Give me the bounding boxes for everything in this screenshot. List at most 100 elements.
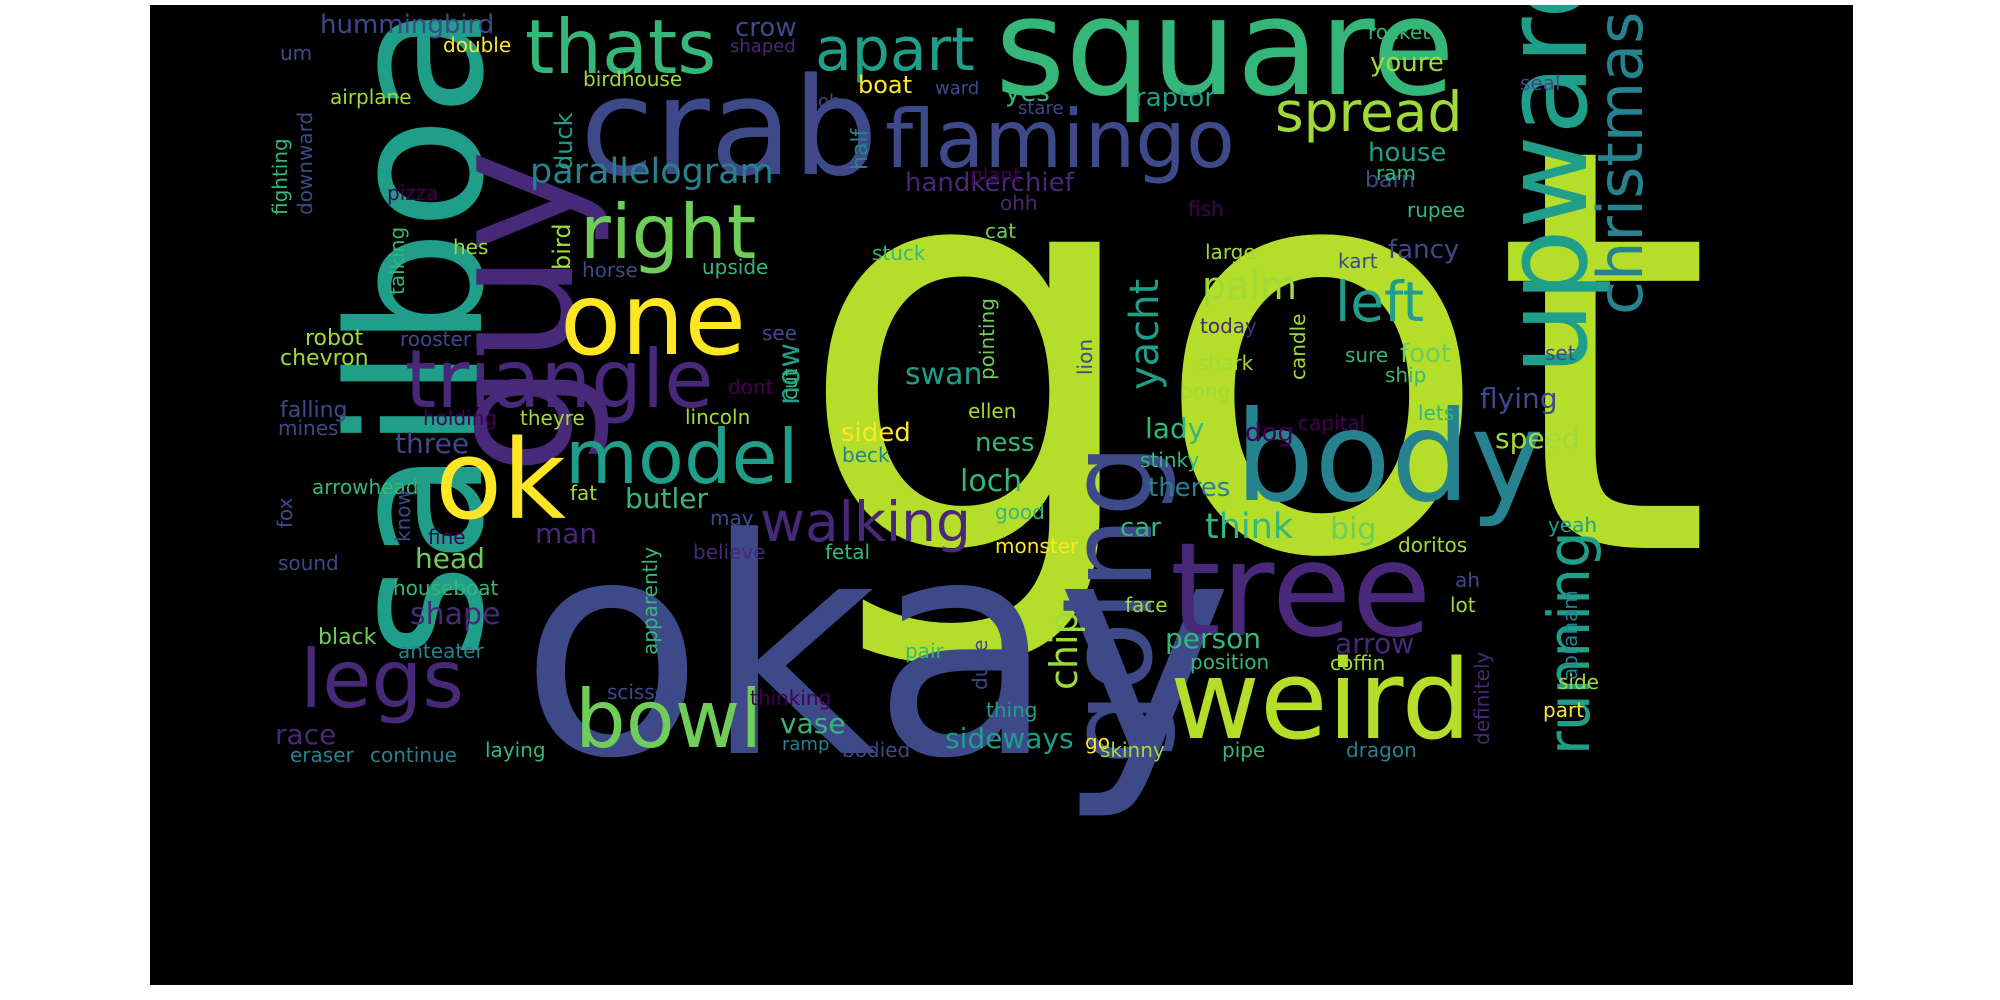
word-stare: stare	[1018, 98, 1064, 119]
word-shape: shape	[410, 597, 501, 632]
word-flamingo: flamingo	[885, 93, 1235, 186]
word-theres: theres	[1148, 473, 1231, 503]
word-sided: sided	[841, 418, 911, 448]
word-may: may	[710, 506, 754, 530]
word-today: today	[1200, 314, 1257, 338]
word-side: side	[1558, 670, 1599, 694]
word-speed: speed	[1495, 422, 1580, 455]
word-cloud: got okay sailboat guy square crab tree body weir…	[150, 5, 1853, 985]
word-oh: oh	[818, 91, 841, 112]
word-candle: candle	[1286, 313, 1310, 380]
word-ellen: ellen	[968, 399, 1017, 423]
word-black: black	[318, 625, 377, 650]
word-rupee: rupee	[1407, 198, 1466, 222]
word-airplane: airplane	[330, 85, 412, 109]
word-foot: foot	[1400, 339, 1452, 369]
word-um: um	[280, 41, 313, 65]
word-know: know	[391, 489, 415, 542]
word-fetal: fetal	[825, 540, 870, 564]
word-see: see	[762, 321, 798, 345]
word-three: three	[395, 427, 470, 460]
word-arrow: arrow	[1335, 627, 1415, 660]
word-bong: bong	[1180, 379, 1231, 403]
word-anteater: anteater	[398, 639, 484, 663]
word-hummingbird: hummingbird	[320, 10, 495, 40]
word-dog: dog	[1245, 418, 1294, 448]
word-part: part	[1543, 698, 1585, 722]
word-theyre: theyre	[520, 406, 585, 430]
word-right: right	[580, 188, 757, 276]
word-thing: thing	[986, 698, 1038, 722]
word-yacht: yacht	[1122, 278, 1168, 390]
word-ship: ship	[1385, 363, 1427, 387]
word-butler: butler	[625, 482, 709, 515]
word-pair: pair	[905, 639, 944, 663]
word-stuck: stuck	[872, 241, 926, 265]
word-face: face	[1125, 593, 1168, 617]
word-position: position	[1190, 650, 1270, 674]
word-big: big	[1330, 512, 1377, 547]
word-crab: crab	[580, 49, 879, 206]
word-got: got	[795, 29, 1713, 681]
word-fish: fish	[1188, 197, 1224, 221]
word-mines: mines	[278, 416, 339, 440]
word-dragon: dragon	[1346, 738, 1417, 762]
word-plant: plant	[970, 163, 1022, 187]
word-body: body	[1235, 385, 1545, 530]
word-horse: horse	[582, 258, 638, 282]
word-bowl: bowl	[575, 673, 763, 766]
word-person: person	[1165, 622, 1261, 655]
word-pipe: pipe	[1222, 738, 1266, 762]
word-pointing: pointing	[975, 298, 999, 380]
word-man: man	[535, 517, 598, 550]
word-hes: hes	[453, 235, 489, 259]
word-monster: monster	[995, 534, 1079, 558]
word-rocket: rocket	[1368, 20, 1431, 44]
word-crow: crow	[735, 13, 797, 43]
word-beck: beck	[842, 443, 890, 467]
word-chip: chip	[1042, 610, 1086, 690]
word-doritos: doritos	[1398, 533, 1468, 557]
word-ohh: ohh	[1000, 191, 1038, 215]
word-handkerchief: handkerchief	[905, 168, 1074, 198]
word-loch: loch	[960, 464, 1023, 499]
word-falling: falling	[280, 398, 348, 423]
word-square: square	[995, 5, 1455, 126]
word-bodied: bodied	[842, 738, 911, 762]
word-believe: believe	[693, 540, 766, 564]
word-lets: lets	[1418, 401, 1455, 425]
word-upside: upside	[702, 255, 769, 279]
word-fox: fox	[273, 497, 297, 529]
word-talking: talking	[385, 226, 409, 295]
word-triangle: triangle	[405, 333, 714, 426]
word-ok: ok	[435, 416, 567, 544]
word-left: left	[1335, 270, 1425, 334]
word-one: one	[560, 261, 747, 378]
word-sideways: sideways	[945, 722, 1074, 755]
word-apart: apart	[815, 15, 975, 85]
word-abraham: abraham	[1558, 590, 1582, 680]
word-palm: palm	[1202, 264, 1297, 308]
word-scissors: scissors	[607, 680, 686, 704]
word-dude: dude	[968, 639, 992, 690]
word-car: car	[1120, 513, 1161, 543]
word-fighting: fighting	[268, 138, 292, 215]
word-continue: continue	[370, 743, 457, 767]
word-coffin: coffin	[1330, 651, 1386, 675]
word-lincoln: lincoln	[685, 405, 751, 429]
word-fancy: fancy	[1388, 235, 1460, 265]
word-duck: duck	[550, 112, 578, 170]
word-eraser: eraser	[290, 743, 354, 767]
word-go: go	[1085, 730, 1110, 754]
word-ness: ness	[975, 428, 1035, 458]
word-yeah: yeah	[1548, 513, 1598, 537]
word-stinky: stinky	[1140, 448, 1200, 472]
word-sound: sound	[278, 551, 339, 575]
word-seal: seal	[1520, 71, 1561, 95]
word-lady: lady	[1145, 412, 1205, 445]
word-swan: swan	[905, 357, 983, 392]
word-ram: ram	[1376, 161, 1416, 185]
word-double: double	[443, 33, 512, 57]
word-fat: fat	[570, 481, 598, 505]
word-boat: boat	[858, 71, 913, 99]
